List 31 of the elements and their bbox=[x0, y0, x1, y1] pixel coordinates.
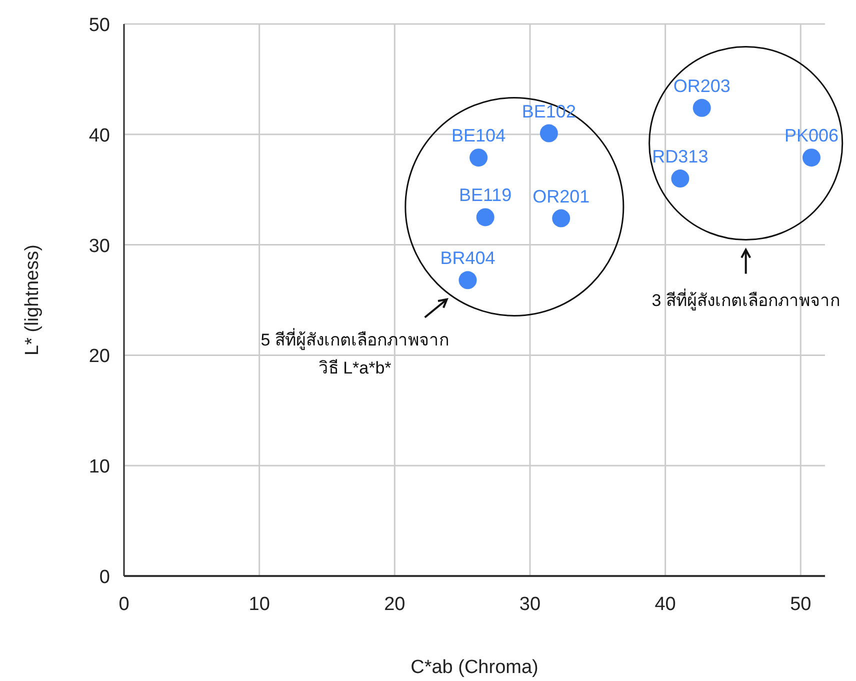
x-tick-label: 20 bbox=[384, 594, 406, 615]
point bbox=[458, 271, 477, 290]
point bbox=[671, 170, 690, 188]
y-tick-label: 30 bbox=[88, 236, 110, 257]
point bbox=[552, 209, 570, 228]
y-axis-title: L* (lightness) bbox=[22, 244, 43, 356]
x-axis-title: C*ab (Chroma) bbox=[410, 657, 538, 678]
series-label: BE104 bbox=[452, 126, 506, 146]
y-tick-label: 50 bbox=[88, 15, 110, 36]
y-tick-label: 10 bbox=[88, 456, 110, 478]
y-tick-label: 0 bbox=[99, 567, 110, 588]
series-label: RD313 bbox=[652, 146, 708, 167]
annotation: 3 สีที่ผู้สังเกตเลือกภาพจาก bbox=[652, 288, 840, 311]
y-tick-label: 20 bbox=[88, 346, 110, 368]
annotation: 5 สีที่ผู้สังเกตเลือกภาพจาก วิธี L*a*b* bbox=[260, 327, 449, 378]
series-label: OR201 bbox=[532, 186, 590, 206]
series-label: PK006 bbox=[784, 126, 838, 146]
point bbox=[476, 208, 494, 226]
x-tick-label: 50 bbox=[790, 594, 812, 615]
y-tick-label: 40 bbox=[88, 125, 110, 146]
point bbox=[470, 148, 488, 167]
series-label: BE119 bbox=[458, 185, 512, 206]
point bbox=[802, 148, 820, 167]
point bbox=[692, 98, 711, 117]
x-tick-label: 10 bbox=[248, 594, 270, 615]
x-tick-label: 40 bbox=[654, 594, 676, 615]
series-label: OR203 bbox=[673, 76, 730, 96]
x-tick-label: 0 bbox=[118, 594, 130, 615]
series-label: BR404 bbox=[440, 248, 496, 268]
point bbox=[540, 124, 558, 142]
x-tick-label: 30 bbox=[519, 594, 541, 615]
